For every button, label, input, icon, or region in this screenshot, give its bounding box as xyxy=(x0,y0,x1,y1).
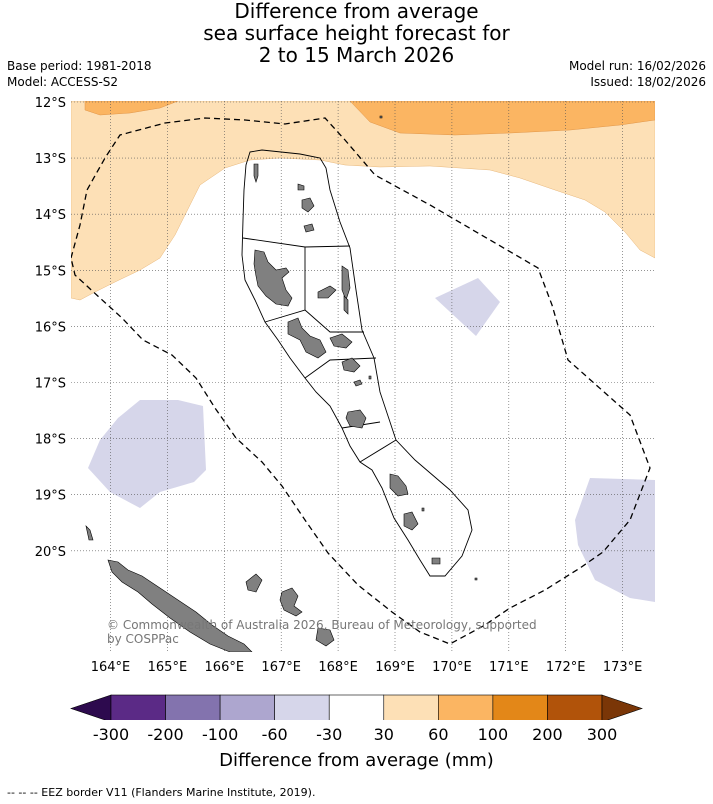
lon-label: 167°E xyxy=(261,660,301,675)
colorbar xyxy=(70,694,643,720)
colorbar-tick-label: 60 xyxy=(428,725,449,744)
base-period: Base period: 1981-2018 xyxy=(7,59,152,73)
colorbar-extend-high xyxy=(601,694,643,720)
torres-islands xyxy=(253,163,259,183)
sea-height-map: © Commonwealth of Australia 2026, Bureau… xyxy=(35,96,655,720)
anomaly-60-100-region-west xyxy=(84,101,179,116)
banks-island-vanua-lava xyxy=(297,183,305,191)
lon-label: 172°E xyxy=(546,660,586,675)
copyright-line-2: by COSPPac xyxy=(107,632,179,646)
colorbar-segment xyxy=(492,694,548,720)
meta-left: Base period: 1981-2018 Model: ACCESS-S2 xyxy=(7,58,152,90)
lon-label: 166°E xyxy=(205,660,245,675)
issued-date: Issued: 18/02/2026 xyxy=(590,75,706,89)
loyalty-island-1 xyxy=(279,587,303,617)
colorbar-tick-label: 30 xyxy=(373,725,394,744)
colorbar-segment xyxy=(383,694,439,720)
loyalty-island-2 xyxy=(315,627,335,647)
erromango-island xyxy=(389,473,409,497)
efate-island xyxy=(345,409,367,429)
colorbar-segment xyxy=(274,694,330,720)
colorbar-tick-label: 300 xyxy=(586,725,618,744)
vanuatu-province-outline xyxy=(241,149,473,577)
lon-label: 170°E xyxy=(432,660,472,675)
lat-label: 13°S xyxy=(35,152,66,167)
lat-label: 12°S xyxy=(35,96,66,111)
malekula-island xyxy=(287,317,327,359)
lon-label: 168°E xyxy=(318,660,358,675)
anomaly-neg-region-west xyxy=(88,400,206,508)
lat-label: 20°S xyxy=(35,545,66,560)
tanna-island xyxy=(403,511,419,531)
lat-label: 16°S xyxy=(35,320,66,335)
small-island-d xyxy=(368,375,372,380)
small-island-b xyxy=(421,507,425,512)
lon-label: 165°E xyxy=(148,660,188,675)
colorbar-tick-label: 100 xyxy=(477,725,509,744)
title-line-2: sea surface height forecast for xyxy=(203,21,510,45)
colorbar-segment xyxy=(438,694,494,720)
aneityum-island xyxy=(431,557,441,565)
lat-label: 17°S xyxy=(35,377,66,392)
colorbar-tick-label: 200 xyxy=(532,725,563,744)
colorbar-tick-label: -60 xyxy=(261,725,288,744)
espiritu-santo-island xyxy=(253,249,293,307)
model-run: Model run: 16/02/2026 xyxy=(568,59,706,73)
latitude-labels: 12°S 13°S 14°S 15°S 16°S 17°S 18°S 19°S 20°S xyxy=(35,96,66,560)
lon-label: 164°E xyxy=(91,660,131,675)
new-caledonia-landmass xyxy=(107,559,253,652)
model-name: Model: ACCESS-S2 xyxy=(7,75,119,89)
anomaly-neg-region-east xyxy=(575,478,655,602)
lat-label: 18°S xyxy=(35,433,66,448)
meta-right: Model run: 16/02/2026 Issued: 18/02/2026 xyxy=(569,58,706,90)
longitude-labels: 164°E 165°E 166°E 167°E 168°E 169°E 170°E 171°E… xyxy=(91,660,643,675)
eez-footnote: -- -- -- EEZ border V11 (Flanders Marine… xyxy=(7,786,316,799)
colorbar-tick-label: -200 xyxy=(147,725,184,744)
copyright-line-1: © Commonwealth of Australia 2026, Bureau… xyxy=(107,618,537,632)
title-line-3: 2 to 15 March 2026 xyxy=(258,43,455,67)
graticule xyxy=(71,101,655,652)
colorbar-tick-label: -300 xyxy=(92,725,130,744)
colorbar-tick-label: -30 xyxy=(316,725,343,744)
map-title: Difference from average sea surface heig… xyxy=(0,0,713,66)
loyalty-island-3 xyxy=(245,573,263,593)
belep-islands xyxy=(85,525,94,541)
colorbar-segment xyxy=(328,694,385,720)
banks-island-merelava xyxy=(303,223,315,233)
epi-island xyxy=(341,357,361,373)
colorbar-tick-label: -100 xyxy=(201,725,239,744)
maewo-island xyxy=(343,295,349,315)
small-island-a xyxy=(379,115,383,119)
shepherd-islands xyxy=(353,379,363,387)
banks-island-gaua xyxy=(301,197,315,213)
anomaly-30-60-region xyxy=(71,101,655,301)
small-island-c xyxy=(474,577,478,581)
lat-label: 19°S xyxy=(35,489,66,504)
pentecost-island xyxy=(341,265,351,301)
vanuatu-islands xyxy=(253,115,478,581)
colorbar-extend-low xyxy=(70,694,112,720)
colorbar-segment xyxy=(110,694,166,720)
ambrym-island xyxy=(329,333,353,349)
lat-label: 15°S xyxy=(35,264,66,279)
lon-label: 173°E xyxy=(603,660,643,675)
lat-label: 14°S xyxy=(35,208,66,223)
province-boundaries xyxy=(242,237,397,463)
lon-label: 169°E xyxy=(375,660,415,675)
colorbar-segment xyxy=(219,694,275,720)
eez-border xyxy=(71,117,651,645)
title-line-1: Difference from average xyxy=(234,0,479,23)
colorbar-segment xyxy=(547,694,603,720)
lon-label: 171°E xyxy=(489,660,529,675)
anomaly-neg-region-central xyxy=(435,278,500,336)
colorbar-segment xyxy=(165,694,221,720)
ambae-island xyxy=(317,285,337,299)
anomaly-60-100-region xyxy=(349,101,655,136)
colorbar-title: Difference from average (mm) xyxy=(219,750,494,771)
